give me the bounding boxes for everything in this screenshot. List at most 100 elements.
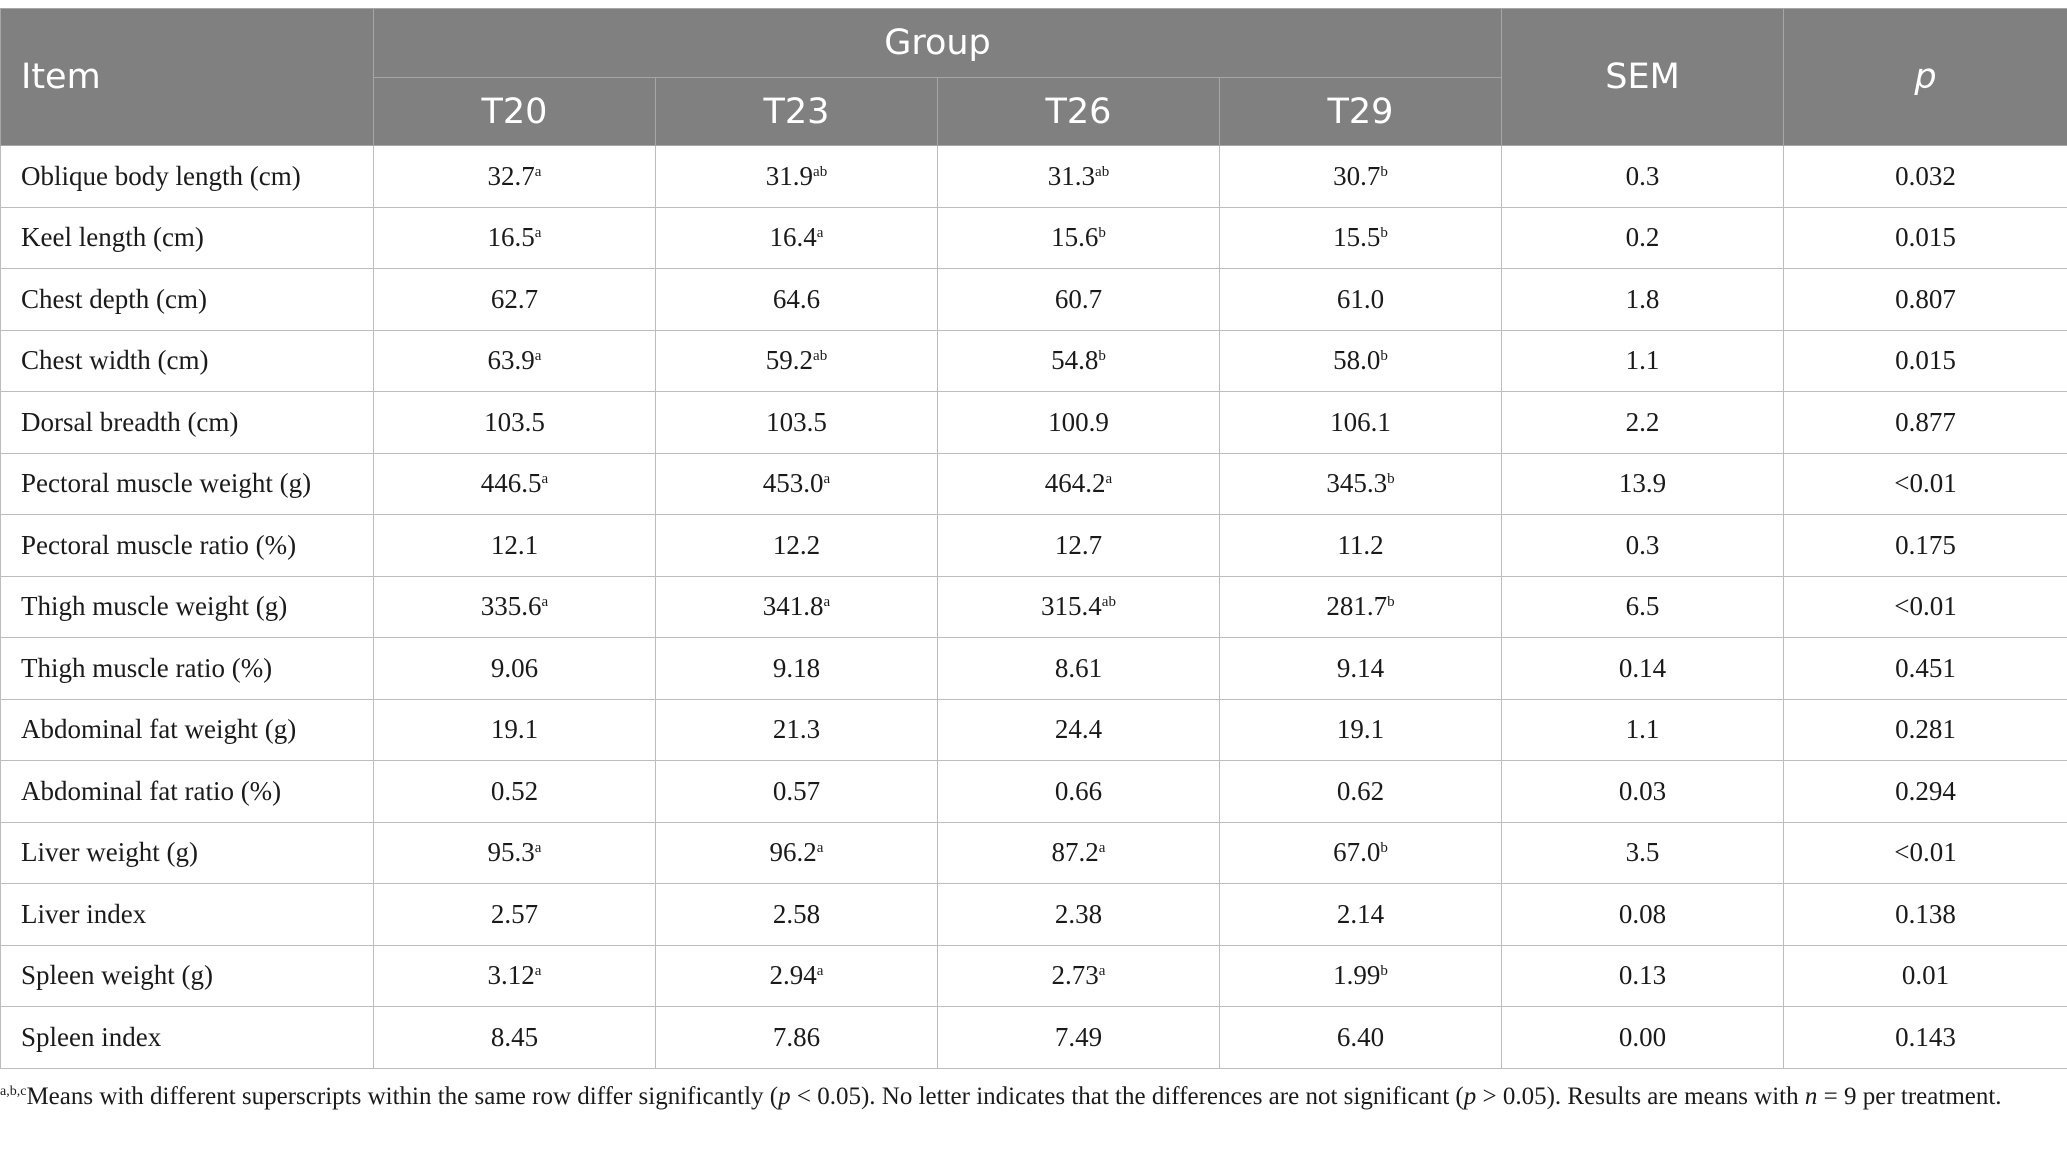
- p-value-cell: 0.451: [1783, 637, 2067, 700]
- group-value-cell: 87.2a: [937, 821, 1220, 884]
- footnote-n-symbol: n: [1804, 1083, 1818, 1110]
- cell-value: 11.2: [1337, 529, 1384, 560]
- cell-value: 0.52: [490, 775, 539, 806]
- p-value-cell: 0.281: [1783, 698, 2067, 761]
- sem-cell: 0.00: [1501, 1006, 1784, 1069]
- group-value-cell: 315.4ab: [937, 575, 1220, 638]
- group-value-cell: 21.3: [655, 698, 938, 761]
- cell-value: 67.0: [1333, 837, 1381, 868]
- cell-value: 58.0: [1333, 345, 1381, 376]
- group-value-cell: 6.40: [1219, 1006, 1502, 1069]
- group-value-cell: 19.1: [373, 698, 656, 761]
- significance-superscript: a: [1098, 840, 1106, 857]
- group-header-t20: T20: [373, 77, 656, 146]
- group-value-cell: 60.7: [937, 268, 1220, 331]
- cell-value: 54.8: [1051, 345, 1099, 376]
- cell-value: 30.7: [1333, 160, 1381, 191]
- group-value-cell: 103.5: [655, 391, 938, 454]
- group-value-cell: 335.6a: [373, 575, 656, 638]
- significance-superscript: b: [1380, 348, 1388, 365]
- cell-value: 2.58: [772, 898, 821, 929]
- group-value-cell: 2.38: [937, 883, 1220, 946]
- significance-superscript: a: [816, 963, 824, 980]
- cell-value: 15.6: [1051, 222, 1099, 253]
- cell-value: 21.3: [772, 714, 821, 745]
- significance-superscript: b: [1380, 963, 1388, 980]
- group-value-cell: 281.7b: [1219, 575, 1502, 638]
- row-item-label: Liver weight (g): [0, 821, 374, 884]
- cell-value: 59.2: [765, 345, 814, 376]
- group-value-cell: 9.18: [655, 637, 938, 700]
- p-value-cell: 0.032: [1783, 145, 2067, 208]
- sem-cell: 0.3: [1501, 514, 1784, 577]
- cell-value: 16.4: [769, 222, 817, 253]
- significance-superscript: ab: [813, 348, 828, 365]
- group-value-cell: 345.3b: [1219, 452, 1502, 515]
- group-value-cell: 8.45: [373, 1006, 656, 1069]
- group-value-cell: 24.4: [937, 698, 1220, 761]
- significance-superscript: ab: [1095, 163, 1110, 180]
- row-item-label: Liver index: [0, 883, 374, 946]
- cell-value: 15.5: [1333, 222, 1381, 253]
- significance-superscript: a: [823, 594, 831, 611]
- group-value-cell: 106.1: [1219, 391, 1502, 454]
- cell-value: 103.5: [766, 406, 827, 437]
- row-item-label: Spleen weight (g): [0, 944, 374, 1007]
- group-value-cell: 0.52: [373, 760, 656, 823]
- footnote-superscript: a,b,c: [0, 1084, 27, 1099]
- group-value-cell: 64.6: [655, 268, 938, 331]
- group-value-cell: 0.57: [655, 760, 938, 823]
- cell-value: 24.4: [1054, 714, 1103, 745]
- group-value-cell: 62.7: [373, 268, 656, 331]
- group-value-cell: 2.94a: [655, 944, 938, 1007]
- group-value-cell: 9.14: [1219, 637, 1502, 700]
- group-value-cell: 11.2: [1219, 514, 1502, 577]
- cell-value: 2.57: [490, 898, 539, 929]
- cell-value: 60.7: [1054, 283, 1103, 314]
- cell-value: 7.49: [1054, 1021, 1103, 1052]
- significance-superscript: a: [541, 471, 549, 488]
- cell-value: 12.1: [490, 529, 539, 560]
- group-header-t26: T26: [937, 77, 1220, 146]
- group-value-cell: 58.0b: [1219, 329, 1502, 392]
- significance-superscript: b: [1380, 225, 1388, 242]
- group-value-cell: 464.2a: [937, 452, 1220, 515]
- cell-value: 61.0: [1336, 283, 1385, 314]
- table-row: Chest width (cm) 63.9a 59.2ab 54.8b 58.0b 1.1…: [0, 329, 2067, 392]
- group-value-cell: 67.0b: [1219, 821, 1502, 884]
- group-value-cell: 54.8b: [937, 329, 1220, 392]
- cell-value: 0.62: [1336, 775, 1385, 806]
- p-value-cell: <0.01: [1783, 821, 2067, 884]
- significance-superscript: a: [534, 348, 542, 365]
- group-value-cell: 59.2ab: [655, 329, 938, 392]
- group-value-cell: 7.86: [655, 1006, 938, 1069]
- group-value-cell: 0.66: [937, 760, 1220, 823]
- p-value-cell: 0.01: [1783, 944, 2067, 1007]
- sem-cell: 1.1: [1501, 329, 1784, 392]
- results-table: Item Group SEM p T20 T23 T26 T29 Oblique…: [0, 8, 2067, 1069]
- cell-value: 2.14: [1336, 898, 1385, 929]
- significance-superscript: a: [823, 471, 831, 488]
- row-item-label: Abdominal fat ratio (%): [0, 760, 374, 823]
- p-value-cell: 0.294: [1783, 760, 2067, 823]
- p-value-cell: 0.807: [1783, 268, 2067, 331]
- item-column-header: Item: [0, 8, 374, 146]
- table-row: Pectoral muscle ratio (%) 12.1 12.2 12.7 11.…: [0, 514, 2067, 577]
- sem-cell: 0.13: [1501, 944, 1784, 1007]
- cell-value: 106.1: [1330, 406, 1391, 437]
- row-item-label: Pectoral muscle ratio (%): [0, 514, 374, 577]
- sem-cell: 2.2: [1501, 391, 1784, 454]
- cell-value: 464.2: [1044, 468, 1106, 499]
- p-value-cell: 0.138: [1783, 883, 2067, 946]
- group-value-cell: 8.61: [937, 637, 1220, 700]
- significance-superscript: b: [1098, 225, 1106, 242]
- row-item-label: Pectoral muscle weight (g): [0, 452, 374, 515]
- group-value-cell: 2.14: [1219, 883, 1502, 946]
- group-value-cell: 1.99b: [1219, 944, 1502, 1007]
- group-value-cell: 2.73a: [937, 944, 1220, 1007]
- significance-superscript: b: [1380, 840, 1388, 857]
- group-value-cell: 16.5a: [373, 206, 656, 269]
- table-row: Keel length (cm) 16.5a 16.4a 15.6b 15.5b 0.2 0…: [0, 206, 2067, 269]
- group-value-cell: 31.9ab: [655, 145, 938, 208]
- cell-value: 2.38: [1054, 898, 1103, 929]
